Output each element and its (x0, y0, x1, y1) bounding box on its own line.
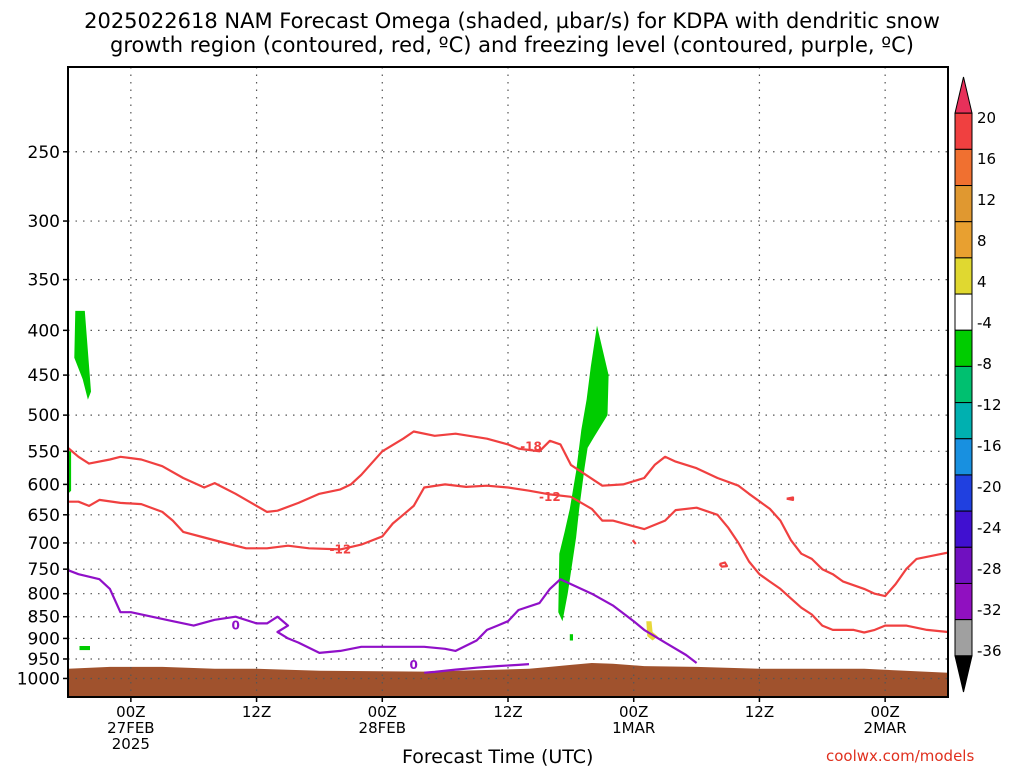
y-tick-label-300: 300 (28, 212, 60, 232)
omega-shade-0 (74, 310, 91, 400)
y-tick-label-800: 800 (28, 585, 60, 605)
freezing-level-contour-6 (424, 663, 530, 674)
y-tick-label-450: 450 (28, 366, 60, 386)
colorbar-swatch-3 (954, 185, 973, 223)
y-tick-label-600: 600 (28, 475, 60, 495)
colorbar-label-13: -36 (977, 642, 1002, 660)
y-tick-label-700: 700 (28, 534, 60, 554)
x-tick-label-6-0: 00Z (116, 703, 145, 721)
credit-link[interactable]: coolwx.com/models (826, 747, 975, 765)
y-tick-label-400: 400 (28, 321, 60, 341)
dgz-contour-1 (68, 483, 948, 634)
x-tick-label-18-0: 12Z (242, 703, 271, 721)
chart-title-line-2: growth region (contoured, red, ºC) and f… (110, 33, 914, 57)
contour-label-1: -12 (539, 490, 561, 504)
contour-label-3: 0 (231, 619, 239, 633)
y-tick-label-850: 850 (28, 608, 60, 628)
y-tick-label-550: 550 (28, 442, 60, 462)
y-tick-label-500: 500 (28, 406, 60, 426)
contour-label-4: 0 (410, 658, 418, 672)
colorbar-swatch-2 (954, 148, 973, 187)
colorbar-label-12: -32 (977, 601, 1002, 619)
colorbar-swatch-13 (954, 546, 973, 584)
x-tick-label-78-0: 00Z (870, 703, 899, 721)
x-tick-label-78-1: 2MAR (864, 719, 907, 737)
contour-label-2: -12 (330, 542, 352, 556)
colorbar-label-8: -16 (977, 437, 1002, 455)
colorbar: 20 16 12 8 4 -4 -8 -12 -16 -20 -24 -28 -32 -36 (954, 76, 1002, 693)
x-tick-label-54-1: 1MAR (612, 719, 655, 737)
colorbar-swatch-5 (954, 257, 973, 295)
y-tick-label-900: 900 (28, 629, 60, 649)
colorbar-swatch-10 (954, 438, 973, 476)
x-tick-label-30-1: 28FEB (359, 719, 406, 737)
y-tick-label-250: 250 (28, 143, 60, 163)
freezing-level-contour-5 (68, 569, 698, 664)
colorbar-swatch-1 (954, 112, 973, 150)
x-tick-label-54-0: 00Z (619, 703, 648, 721)
colorbar-swatch-7 (954, 329, 973, 367)
colorbar-label-10: -24 (977, 519, 1002, 537)
colorbar-label-4: 4 (977, 273, 987, 291)
colorbar-swatch-16 (954, 655, 973, 693)
colorbar-label-0: 20 (977, 109, 996, 127)
colorbar-label-2: 12 (977, 191, 996, 209)
colorbar-label-7: -12 (977, 396, 1002, 414)
colorbar-swatch-6 (954, 293, 973, 331)
y-tick-label-750: 750 (28, 560, 60, 580)
colorbar-label-11: -28 (977, 560, 1002, 578)
terrain-ground-0 (68, 663, 948, 697)
x-axis-title: Forecast Time (UTC) (402, 746, 594, 768)
colorbar-label-5: -4 (977, 314, 992, 332)
omega-shade-4 (569, 634, 573, 641)
dgz-contour-3 (786, 496, 795, 501)
dgz-contour-4 (631, 539, 637, 545)
colorbar-label-6: -8 (977, 355, 992, 373)
colorbar-swatch-14 (954, 582, 973, 621)
dgz-contour-2 (718, 561, 729, 568)
chart-title-line-1: 2025022618 NAM Forecast Omega (shaded, µ… (84, 9, 940, 33)
x-tick-label-30-0: 00Z (368, 703, 397, 721)
colorbar-label-9: -20 (977, 478, 1002, 496)
x-tick-label-66-0: 12Z (745, 703, 774, 721)
colorbar-swatch-4 (954, 221, 973, 259)
x-tick-label-42-0: 12Z (493, 703, 522, 721)
dgz-contour-0 (68, 430, 948, 598)
colorbar-swatch-12 (954, 510, 973, 548)
plot-layer: -18 -12 -12 0 0 (68, 67, 948, 697)
colorbar-swatch-8 (954, 365, 973, 404)
y-tick-label-950: 950 (28, 650, 60, 670)
colorbar-swatch-0 (954, 76, 973, 114)
omega-shade-2 (79, 646, 90, 651)
colorbar-label-1: 16 (977, 150, 996, 168)
y-tick-label-650: 650 (28, 506, 60, 526)
contour-label-0: -18 (520, 439, 542, 453)
colorbar-swatch-11 (954, 474, 973, 512)
y-tick-label-1000: 1000 (17, 669, 60, 689)
colorbar-swatch-15 (954, 619, 973, 657)
x-tick-label-6-2: 2025 (112, 735, 150, 753)
y-tick-label-350: 350 (28, 271, 60, 291)
colorbar-label-3: 8 (977, 232, 987, 250)
colorbar-swatch-9 (954, 402, 973, 440)
x-tick-label-6-1: 27FEB (107, 719, 154, 737)
